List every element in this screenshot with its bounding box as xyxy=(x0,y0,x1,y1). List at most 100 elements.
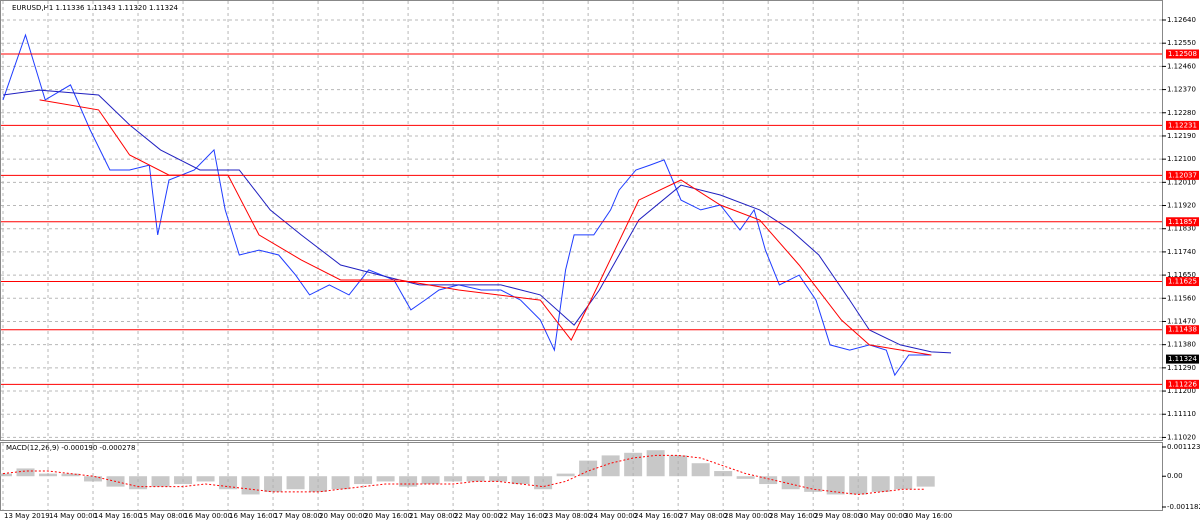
y-tick-label: 1.11020 xyxy=(1167,433,1196,441)
macd-bar xyxy=(511,476,530,485)
y-tick-label: 1.11380 xyxy=(1167,341,1196,349)
x-tick-label: 17 May 08:00 xyxy=(274,512,322,520)
x-tick-label: 20 May 16:00 xyxy=(364,512,412,520)
main-panel xyxy=(0,0,1163,441)
chart-title: EURUSD,H1 1.11336 1.11343 1.11320 1.1132… xyxy=(12,4,179,12)
macd-bar xyxy=(421,476,440,485)
y-tick-label: 1.11290 xyxy=(1167,364,1196,372)
macd-bar xyxy=(376,476,395,482)
y-tick-label: 1.12460 xyxy=(1167,62,1196,70)
y-tick-label: -0.001182 xyxy=(1167,503,1200,511)
y-tick-label: 1.11650 xyxy=(1167,271,1196,279)
x-tick-label: 29 May 08:00 xyxy=(814,512,862,520)
macd-bar xyxy=(781,476,800,490)
level-label-bg xyxy=(1166,170,1199,180)
x-tick-label: 16 May 00:00 xyxy=(184,512,232,520)
macd-bar xyxy=(39,473,58,477)
y-tick-label: 1.11830 xyxy=(1167,225,1196,233)
level-label-bg xyxy=(1166,49,1199,59)
x-tick-label: 24 May 00:00 xyxy=(589,512,637,520)
y-tick-label: 1.12280 xyxy=(1167,109,1196,117)
macd-bar xyxy=(444,476,463,482)
level-label: 1.12231 xyxy=(1168,121,1197,129)
level-label-bg xyxy=(1166,325,1199,335)
macd-bar xyxy=(286,476,305,490)
x-tick-label: 21 May 08:00 xyxy=(409,512,457,520)
macd-bar xyxy=(916,476,935,487)
level-label: 1.11625 xyxy=(1168,278,1197,286)
macd-bar xyxy=(84,476,103,482)
macd-bar xyxy=(151,476,170,487)
macd-bar xyxy=(849,476,868,495)
level-label: 1.11226 xyxy=(1168,380,1197,388)
y-tick-label: 1.12100 xyxy=(1167,155,1196,163)
level-label-bg xyxy=(1166,379,1199,389)
x-tick-label: 23 May 08:00 xyxy=(544,512,592,520)
y-tick-label: 1.12010 xyxy=(1167,178,1196,186)
macd-bar xyxy=(534,476,553,490)
x-tick-label: 30 May 16:00 xyxy=(904,512,952,520)
macd-bar xyxy=(579,460,598,477)
macd-bar xyxy=(264,476,283,492)
x-tick-label: 14 May 00:00 xyxy=(49,512,97,520)
x-tick-label: 15 May 08:00 xyxy=(139,512,187,520)
macd-bar xyxy=(241,476,260,495)
y-tick-label: 1.12190 xyxy=(1167,132,1196,140)
y-tick-label: 1.12550 xyxy=(1167,39,1196,47)
y-tick-label: 0.00 xyxy=(1167,472,1183,480)
level-label-bg xyxy=(1166,120,1199,130)
macd-bar xyxy=(354,476,373,485)
x-tick-label: 16 May 16:00 xyxy=(229,512,277,520)
macd-bar xyxy=(556,473,575,477)
y-tick-label: 1.11740 xyxy=(1167,248,1196,256)
x-tick-label: 22 May 16:00 xyxy=(499,512,547,520)
macd-bar xyxy=(399,476,418,487)
last-price-bg xyxy=(1166,354,1199,364)
macd-bar xyxy=(804,476,823,492)
y-tick-label: 0.001123 xyxy=(1167,443,1200,451)
macd-bar xyxy=(601,455,620,477)
macd-bar xyxy=(759,476,778,485)
price-line xyxy=(2,33,932,377)
macd-bar xyxy=(174,476,193,485)
macd-bar xyxy=(624,452,643,477)
x-tick-label: 27 May 08:00 xyxy=(679,512,727,520)
macd-bar xyxy=(61,473,80,477)
macd-bar xyxy=(736,476,755,479)
macd-bar xyxy=(466,476,485,482)
x-tick-label: 14 May 16:00 xyxy=(94,512,142,520)
macd-bar xyxy=(0,473,12,477)
y-tick-label: 1.11920 xyxy=(1167,202,1196,210)
y-tick-label: 1.11200 xyxy=(1167,387,1196,395)
y-tick-label: 1.12370 xyxy=(1167,86,1196,94)
y-tick-label: 1.11110 xyxy=(1167,410,1196,418)
level-label: 1.11438 xyxy=(1168,326,1197,334)
macd-bar xyxy=(219,476,238,490)
macd-bar xyxy=(826,476,845,495)
macd-bar xyxy=(714,471,733,477)
macd-bar xyxy=(691,463,710,477)
macd-bar xyxy=(309,476,328,492)
x-tick-label: 30 May 00:00 xyxy=(859,512,907,520)
x-tick-label: 28 May 16:00 xyxy=(769,512,817,520)
macd-bar xyxy=(331,476,350,490)
macd-panel xyxy=(0,442,1163,511)
last-price-label: 1.11324 xyxy=(1168,355,1197,363)
macd-bar xyxy=(16,468,35,477)
macd-bar xyxy=(129,476,148,490)
x-tick-label: 13 May 2019 xyxy=(4,512,50,520)
level-label-bg xyxy=(1166,217,1199,227)
x-tick-label: 28 May 00:00 xyxy=(724,512,772,520)
y-tick-label: 1.11560 xyxy=(1167,294,1196,302)
x-tick-label: 24 May 16:00 xyxy=(634,512,682,520)
macd-bar xyxy=(894,476,913,490)
y-tick-label: 1.12640 xyxy=(1167,16,1196,24)
macd-bar xyxy=(489,476,508,482)
x-tick-label: 20 May 00:00 xyxy=(319,512,367,520)
macd-bar xyxy=(871,476,890,492)
macd-title: MACD(12,26,9) -0.000190 -0.000278 xyxy=(6,444,135,452)
macd-bar xyxy=(196,476,215,482)
macd-bar xyxy=(669,455,688,477)
level-label: 1.11857 xyxy=(1168,218,1197,226)
